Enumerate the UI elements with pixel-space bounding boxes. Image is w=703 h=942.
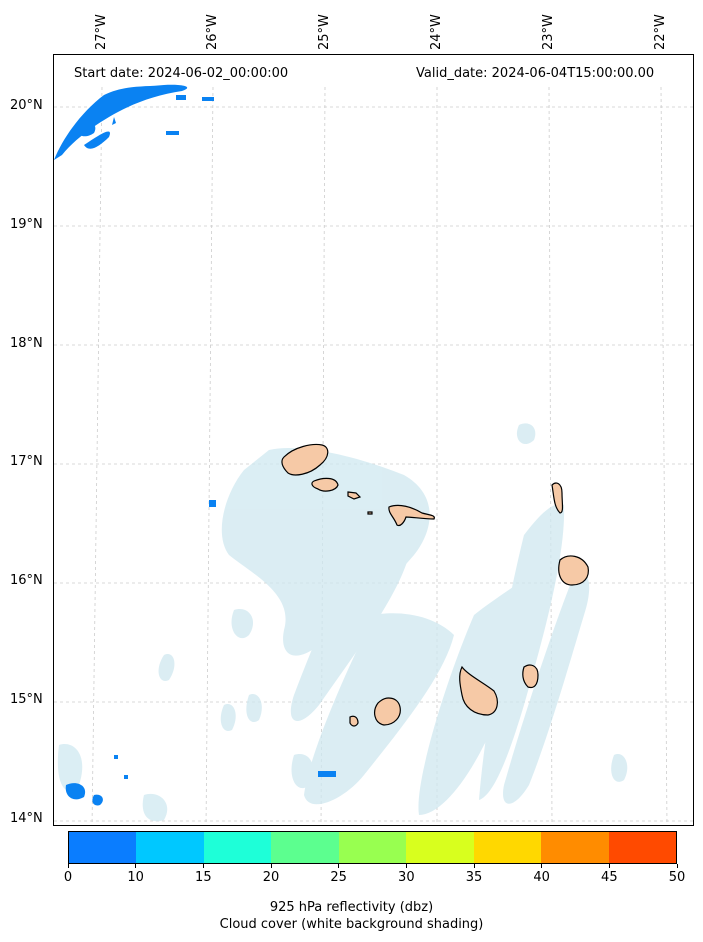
colorbar-tick-mark: [135, 864, 137, 868]
island-sao-vicente: [311, 477, 339, 492]
island-sal: [551, 482, 564, 514]
cloud-cover-shading: [57, 423, 628, 822]
colorbar-tick-mark: [608, 864, 610, 868]
island-raso: [367, 511, 373, 515]
island-brava: [349, 715, 359, 727]
colorbar-tick-mark: [405, 864, 407, 868]
lon-label-24w: 24°W: [429, 14, 444, 50]
colorbar-tick-mark: [202, 864, 204, 868]
colorbar-segment: [608, 832, 676, 863]
lat-label-14n: 14°N: [10, 811, 43, 826]
lon-label-26w: 26°W: [205, 14, 220, 50]
colorbar-segment: [271, 832, 339, 863]
colorbar-tick-label: 40: [533, 870, 550, 885]
colorbar-tick-mark: [473, 864, 475, 868]
map-panel: [53, 54, 694, 826]
colorbar-tick-label: 10: [127, 870, 144, 885]
colorbar-segment: [203, 832, 272, 863]
island-maio: [522, 664, 539, 689]
reflectivity-patches: [54, 84, 336, 806]
island-fogo: [374, 697, 401, 726]
colorbar-tick-label: 25: [330, 870, 347, 885]
island-santiago: [459, 665, 498, 716]
colorbar-segment: [69, 832, 137, 863]
colorbar-segment: [541, 832, 609, 863]
lat-label-17n: 17°N: [10, 454, 43, 469]
colorbar-tick-mark: [67, 864, 69, 868]
colorbar-tick-mark: [676, 864, 678, 868]
island-santa-luzia: [347, 491, 362, 500]
lat-label-18n: 18°N: [10, 336, 43, 351]
colorbar-segment: [338, 832, 407, 863]
colorbar-tick-label: 35: [465, 870, 483, 885]
start-date-label: Start date: 2024-06-02_00:00:00: [74, 66, 289, 81]
colorbar-segment: [406, 832, 474, 863]
lon-label-25w: 25°W: [317, 14, 332, 50]
lat-label-15n: 15°N: [10, 692, 43, 707]
colorbar-tick-mark: [270, 864, 272, 868]
islands: [281, 443, 589, 727]
colorbar-tick-label: 0: [63, 870, 73, 885]
island-boa-vista: [558, 555, 589, 586]
valid-date-label: Valid_date: 2024-06-04T15:00:00.00: [416, 66, 655, 81]
colorbar-segment: [136, 832, 204, 863]
colorbar-label-reflectivity: 925 hPa reflectivity (dbz): [269, 900, 434, 915]
colorbar-label-cloud-cover: Cloud cover (white background shading): [219, 917, 484, 932]
colorbar-tick-mark: [338, 864, 340, 868]
lat-label-19n: 19°N: [10, 217, 43, 232]
colorbar-tick-label: 20: [262, 870, 280, 885]
colorbar-tick-label: 30: [398, 870, 415, 885]
map-canvas: [54, 84, 693, 825]
colorbar-tick-label: 15: [195, 870, 212, 885]
colorbar-tick-mark: [541, 864, 543, 868]
lat-label-20n: 20°N: [10, 98, 43, 113]
lon-label-27w: 27°W: [94, 14, 109, 50]
colorbar-segment: [473, 832, 542, 863]
colorbar-tick-label: 50: [668, 870, 686, 885]
colorbar-tick-label: 45: [601, 870, 618, 885]
island-santo-antao: [281, 443, 329, 476]
lon-label-23w: 23°W: [541, 14, 556, 50]
colorbar: [68, 831, 677, 864]
lat-label-16n: 16°N: [10, 573, 43, 588]
lon-label-22w: 22°W: [653, 14, 668, 50]
island-sao-nicolau: [388, 504, 435, 527]
